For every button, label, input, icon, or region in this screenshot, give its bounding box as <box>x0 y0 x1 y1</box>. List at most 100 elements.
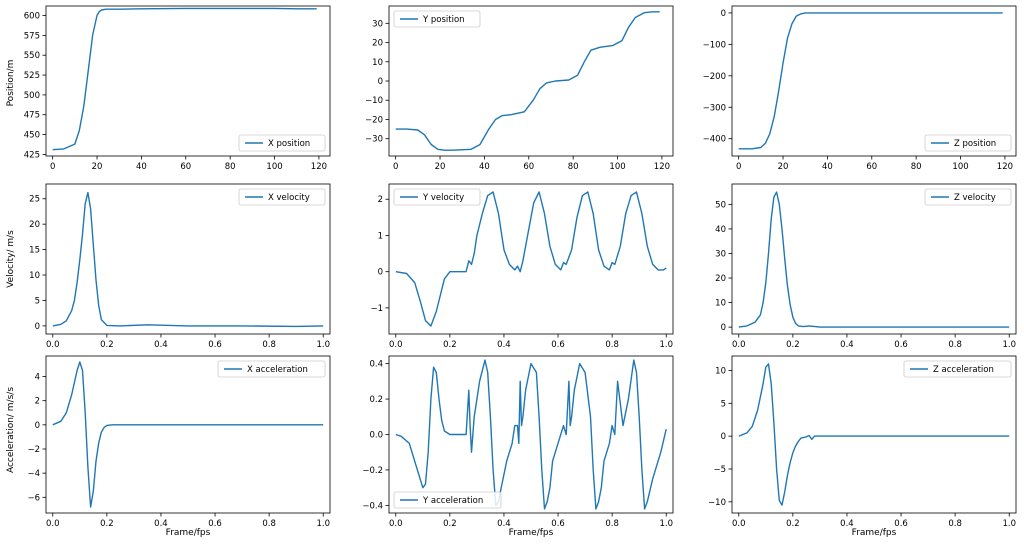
legend-label-y-acceleration: Y acceleration <box>422 496 483 506</box>
legend-label-x-velocity: X velocity <box>268 193 310 203</box>
panel-z-acceleration: 0.0 0.2 0.4 0.6 0.8 1.0 −10 −5 0 5 10 Z acceleratio… <box>708 355 1017 529</box>
x-tick-label-z-acceleration: 0.6 <box>894 519 908 529</box>
legend-box-z-position <box>924 134 1012 152</box>
x-tick-label-z-position: 60 <box>866 162 877 172</box>
x-tick-label-x-acceleration: 0.8 <box>262 519 276 529</box>
x-tick-label-y-velocity: 0.6 <box>551 340 565 350</box>
legend-label-z-position: Z position <box>954 139 996 149</box>
y-tick-label-z-position: −300 <box>703 103 726 113</box>
y-tick-label-z-position: −400 <box>703 135 726 145</box>
y-tick-label-x-velocity: 15 <box>29 246 40 256</box>
legend-z-acceleration: Z acceleration <box>903 360 1012 378</box>
panel-y-position: 0 20 40 60 80 100 120 −30 −20 −10 0 10 20 30 Y positio… <box>365 5 674 172</box>
axes-frame-z-velocity <box>731 183 1017 335</box>
x-tick-label-z-velocity: 0.8 <box>948 340 962 350</box>
legend-label-y-velocity: Y velocity <box>422 193 464 203</box>
x-tick-label-y-acceleration: 0.6 <box>551 519 565 529</box>
x-tick-label-z-acceleration: 0.2 <box>786 519 800 529</box>
legend-z-velocity: Z velocity <box>924 188 1012 206</box>
series-line-x-velocity <box>52 191 324 328</box>
y-tick-label-z-velocity: 20 <box>715 274 726 284</box>
y-tick-label-z-position: −100 <box>703 40 726 50</box>
series-line-z-velocity <box>738 191 1010 328</box>
y-tick-label-x-acceleration: 4 <box>35 373 40 383</box>
y-tick-label-x-acceleration: 0 <box>35 421 40 431</box>
x-tick-label-x-acceleration: 0.4 <box>154 519 168 529</box>
panel-x-velocity: 0.0 0.2 0.4 0.6 0.8 1.0 0 5 10 15 20 25 X velocity <box>29 183 331 350</box>
x-tick-label-z-position: 40 <box>822 162 833 172</box>
y-tick-label-x-position: 500 <box>24 91 40 101</box>
legend-box-y-velocity <box>393 188 481 206</box>
x-tick-label-x-position: 40 <box>136 162 147 172</box>
legend-label-x-acceleration: X acceleration <box>247 365 308 375</box>
x-tick-label-z-acceleration: 0.0 <box>732 519 746 529</box>
x-tick-label-y-position: 60 <box>523 162 534 172</box>
y-tick-label-x-position: 575 <box>24 31 40 41</box>
x-tick-label-z-acceleration: 0.8 <box>948 519 962 529</box>
series-line-z-position <box>738 12 1003 150</box>
series-line-z-acceleration <box>738 363 1010 506</box>
x-tick-label-x-position: 20 <box>92 162 103 172</box>
legend-x-velocity: X velocity <box>238 188 326 206</box>
legend-label-z-acceleration: Z acceleration <box>933 365 994 375</box>
x-tick-label-z-position: 80 <box>911 162 922 172</box>
y-tick-label-z-velocity: 0 <box>721 323 726 333</box>
y-tick-label-y-acceleration: −0.4 <box>362 501 383 511</box>
legend-box-y-acceleration <box>393 491 502 509</box>
panel-z-velocity: 0.0 0.2 0.4 0.6 0.8 1.0 0 10 20 30 40 50 Z velocity <box>715 183 1017 350</box>
row-label-velocity: Velocity/ m/s <box>6 230 16 288</box>
legend-x-acceleration: X acceleration <box>217 360 326 378</box>
y-tick-label-z-acceleration: 0 <box>721 432 726 442</box>
x-tick-label-x-velocity: 0.0 <box>46 340 60 350</box>
y-tick-label-x-position: 525 <box>24 71 40 81</box>
x-tick-label-z-position: 0 <box>736 162 741 172</box>
y-tick-label-y-velocity: 0 <box>378 268 383 278</box>
panel-y-velocity: 0.0 0.2 0.4 0.6 0.8 1.0 −1 0 1 2 Y velocity <box>370 183 674 350</box>
panel-x-acceleration: 0.0 0.2 0.4 0.6 0.8 1.0 −6 −4 −2 0 2 4 X acceleratio… <box>27 355 331 529</box>
row-label-position: Position/m <box>6 60 16 107</box>
legend-z-position: Z position <box>924 134 1012 152</box>
y-tick-label-x-position: 450 <box>24 131 40 141</box>
x-tick-label-y-velocity: 0.4 <box>497 340 511 350</box>
x-tick-label-x-position: 0 <box>50 162 55 172</box>
legend-box-y-position <box>393 10 481 28</box>
x-tick-label-y-acceleration: 1.0 <box>659 519 673 529</box>
row-label-acceleration: Acceleration/ m/s/s <box>6 387 16 473</box>
axes-frame-z-acceleration <box>731 355 1017 514</box>
y-tick-label-y-position: 30 <box>372 19 383 29</box>
y-tick-label-z-acceleration: 10 <box>715 366 726 376</box>
x-tick-label-x-velocity: 0.2 <box>100 340 114 350</box>
legend-y-position: Y position <box>393 10 481 28</box>
legend-box-z-acceleration <box>903 360 1012 378</box>
panel-x-position: 0 20 40 60 80 100 120 425 450 475 500 525 550 575 600 X… <box>24 5 331 172</box>
y-tick-label-x-acceleration: −2 <box>27 445 40 455</box>
x-tick-label-y-acceleration: 0.0 <box>389 519 403 529</box>
legend-y-acceleration: Y acceleration <box>393 491 502 509</box>
series-line-y-position <box>395 11 660 151</box>
x-tick-label-z-velocity: 1.0 <box>1002 340 1016 350</box>
panel-z-position: 0 20 40 60 80 100 120 −400 −300 −200 −100 0 Z positi… <box>703 5 1017 172</box>
panel-y-acceleration: 0.0 0.2 0.4 0.6 0.8 1.0 −0.4 −0.2 0.0 0.2 0.4 Y acc… <box>362 355 674 529</box>
y-tick-label-z-velocity: 40 <box>715 225 726 235</box>
x-tick-label-x-acceleration: 0.2 <box>100 519 114 529</box>
xlabel-col1: Frame/fps <box>166 528 211 538</box>
legend-box-z-velocity <box>924 188 1012 206</box>
y-tick-label-y-velocity: −1 <box>370 304 383 314</box>
legend-box-x-acceleration <box>217 360 326 378</box>
x-tick-label-y-acceleration: 0.4 <box>497 519 511 529</box>
y-tick-label-y-position: 20 <box>372 39 383 49</box>
y-tick-label-y-position: −10 <box>365 96 383 106</box>
y-tick-label-x-velocity: 0 <box>35 322 40 332</box>
series-line-y-acceleration <box>395 359 667 510</box>
y-tick-label-y-acceleration: −0.2 <box>362 466 383 476</box>
y-tick-label-x-velocity: 5 <box>35 296 40 306</box>
x-tick-label-y-acceleration: 0.8 <box>605 519 619 529</box>
series-line-x-acceleration <box>52 361 324 508</box>
legend-box-x-velocity <box>238 188 326 206</box>
axes-frame-x-acceleration <box>45 355 331 514</box>
x-tick-label-z-velocity: 0.6 <box>894 340 908 350</box>
y-tick-label-y-acceleration: 0.0 <box>369 431 383 441</box>
legend-box-x-position <box>238 134 326 152</box>
y-tick-label-y-velocity: 2 <box>378 195 383 205</box>
